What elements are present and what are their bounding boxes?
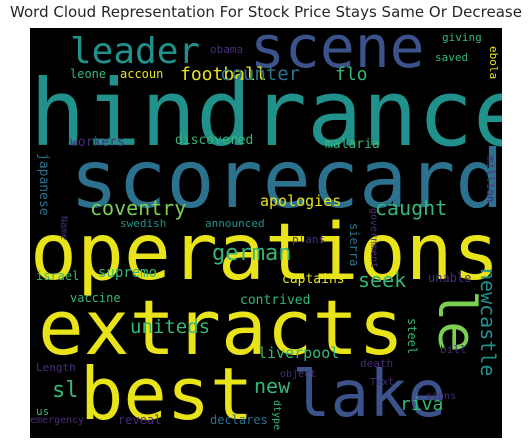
word-sierra: sierra (347, 223, 361, 267)
word-swedish: swedish (120, 217, 167, 230)
word-uniteds: uniteds (130, 316, 211, 338)
word-obama: obama (210, 43, 244, 56)
word-leone: leone (70, 67, 107, 81)
word-supremo: supremo (98, 265, 158, 281)
word-announced: announced (205, 217, 265, 230)
word-us: us (36, 405, 50, 418)
word-discovered: discovered (175, 133, 254, 148)
word-declares: declares (210, 413, 268, 427)
word-bill: bill (440, 343, 467, 356)
word-scene: scene (250, 28, 425, 81)
word-liverpool: liverpool (258, 344, 340, 362)
word-unable: unable (428, 271, 472, 285)
word-hindrance: hindrance (30, 60, 502, 167)
word-operations: operations (30, 208, 500, 298)
word-signs: signs (426, 391, 457, 402)
word-riva: riva (400, 394, 444, 415)
word-malaria: malaria (325, 137, 380, 152)
word-new: new (254, 374, 291, 398)
word-death: death (360, 357, 394, 370)
word-caught: caught (375, 196, 448, 220)
word-ebola: ebola (487, 46, 500, 80)
word-saved: saved (435, 51, 469, 64)
word-japanese: japanese (36, 153, 51, 216)
word-object-label: object (280, 369, 317, 380)
word-leader: leader (70, 31, 201, 72)
word-vaccine: vaccine (70, 291, 121, 305)
word-reveal: reveal (118, 413, 162, 427)
word-workers: workers (70, 135, 125, 150)
word-steel: steel (405, 318, 419, 355)
word-flo: football (180, 64, 267, 85)
word-name-label: Name (58, 216, 69, 241)
word-dtype-label: dtype (271, 400, 282, 431)
word-captains: captains (282, 272, 345, 287)
word-length-label: Length (36, 361, 76, 374)
word-le: le (426, 290, 486, 353)
word-newcastle: newcastle (476, 268, 500, 377)
word-government: government (368, 208, 379, 269)
word-apologies: apologies (260, 192, 342, 210)
word-contrived: contrived (240, 293, 311, 308)
word-lake: lake (292, 358, 447, 432)
word-scorecard: scorecard (70, 133, 502, 226)
word-accoun: accoun (120, 67, 164, 81)
word-text-label: Text (370, 377, 395, 388)
word-israel: israel (36, 269, 80, 283)
word-extracts: extracts (38, 283, 405, 372)
word-best: best (80, 352, 254, 436)
chart-title: Word Cloud Representation For Stock Pric… (10, 3, 522, 21)
word-football: counter (220, 63, 301, 85)
word-german: german (212, 241, 292, 266)
word-million: million (484, 156, 497, 203)
word-coventry: coventry (90, 196, 187, 220)
word-seek: seek (358, 268, 407, 292)
word-emergency: emergency (30, 415, 85, 426)
word-plans: plans (292, 233, 326, 246)
word-giving: giving (442, 31, 482, 44)
word-counter: flo (335, 64, 368, 85)
word-sl: sl (52, 378, 79, 403)
word-cloud: hindrance scorecard operations extracts … (30, 28, 502, 438)
